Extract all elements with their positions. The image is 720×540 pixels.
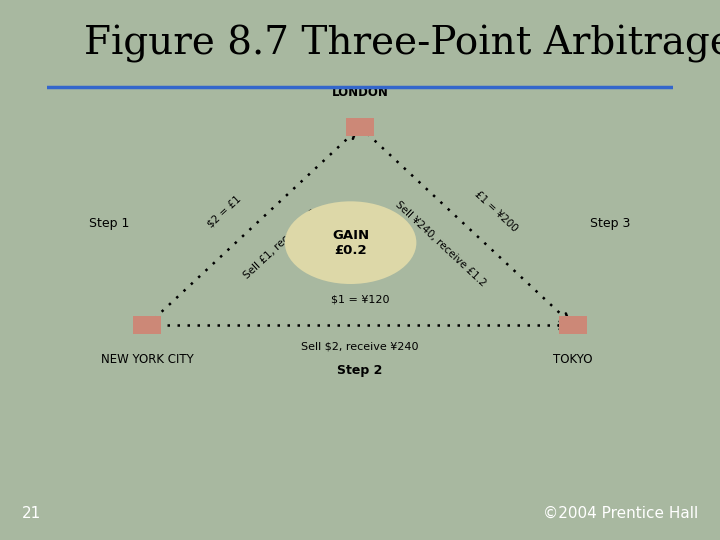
Text: Step 3: Step 3 bbox=[590, 217, 631, 230]
Text: ©2004 Prentice Hall: ©2004 Prentice Hall bbox=[543, 505, 698, 521]
Text: Sell £1, receive $2: Sell £1, receive $2 bbox=[241, 207, 319, 280]
Text: GAIN
£0.2: GAIN £0.2 bbox=[332, 228, 369, 256]
Text: Step 2: Step 2 bbox=[337, 364, 383, 377]
Text: $2 = £1: $2 = £1 bbox=[205, 193, 243, 229]
FancyBboxPatch shape bbox=[346, 118, 374, 136]
Text: TOKYO: TOKYO bbox=[553, 353, 593, 366]
FancyBboxPatch shape bbox=[559, 316, 587, 334]
Text: Step 1: Step 1 bbox=[89, 217, 130, 230]
Text: $1 = ¥120: $1 = ¥120 bbox=[330, 294, 390, 305]
Text: Sell ¥240, receive £1.2: Sell ¥240, receive £1.2 bbox=[393, 199, 487, 288]
Text: 21: 21 bbox=[22, 505, 41, 521]
Text: £1 = ¥200: £1 = ¥200 bbox=[472, 188, 519, 233]
Ellipse shape bbox=[285, 201, 416, 284]
FancyBboxPatch shape bbox=[133, 316, 161, 334]
Text: LONDON: LONDON bbox=[332, 86, 388, 99]
Text: NEW YORK CITY: NEW YORK CITY bbox=[101, 353, 194, 366]
Text: Sell $2, receive ¥240: Sell $2, receive ¥240 bbox=[301, 342, 419, 352]
Text: Figure 8.7 Three-Point Arbitrage: Figure 8.7 Three-Point Arbitrage bbox=[84, 25, 720, 63]
